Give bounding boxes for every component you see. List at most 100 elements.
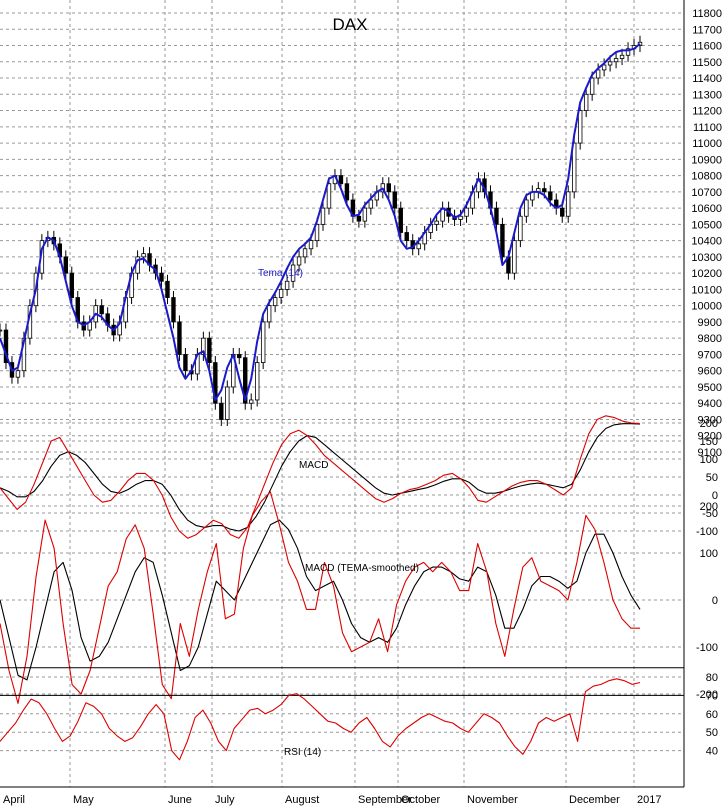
- price-bar: [296, 256, 302, 266]
- tema-label: Tema (14): [258, 268, 303, 279]
- y-tick-label: 60: [706, 709, 718, 721]
- month-label: December: [569, 794, 620, 806]
- price-bar: [249, 399, 254, 404]
- y-tick-label: 11300: [692, 89, 722, 101]
- price-bar: [560, 207, 565, 217]
- y-tick-label: 11600: [692, 41, 722, 53]
- price-bar: [213, 362, 218, 404]
- price-bar: [272, 297, 278, 307]
- price-bar: [542, 188, 547, 193]
- month-label: September: [358, 794, 412, 806]
- price-bar: [601, 64, 607, 71]
- y-tick-label: 9200: [698, 431, 722, 443]
- y-tick-label: 10200: [691, 268, 722, 280]
- macd-tema-line: [0, 491, 640, 704]
- price-bar: [548, 191, 553, 201]
- macd-line: [0, 415, 641, 539]
- y-tick-label: 0: [712, 595, 718, 607]
- y-tick-label: 50: [706, 472, 718, 484]
- y-tick-label: 9100: [698, 447, 722, 459]
- y-tick-label: 50: [706, 727, 718, 739]
- month-label: 2017: [637, 794, 661, 806]
- price-bar: [518, 215, 523, 242]
- price-bar: [416, 243, 421, 250]
- month-label: July: [215, 794, 235, 806]
- month-label: August: [285, 794, 319, 806]
- price-bar: [266, 305, 272, 323]
- y-tick-label: -50: [702, 508, 718, 520]
- macd-label: MACD: [299, 460, 328, 471]
- gridlines: [0, 0, 684, 787]
- y-tick-label: 11100: [693, 122, 722, 134]
- price-bar: [278, 289, 284, 298]
- price-bar: [344, 183, 350, 201]
- price-bar: [589, 77, 595, 95]
- price-bar: [243, 357, 248, 404]
- y-tick-label: 10600: [691, 203, 722, 215]
- y-tick-label: -200: [696, 689, 718, 701]
- y-tick-label: 9800: [698, 333, 722, 345]
- macd-signal-line: [0, 423, 641, 532]
- price-bar: [338, 175, 344, 185]
- price-bar: [0, 329, 3, 332]
- rsi-line: [0, 678, 641, 761]
- tick-labels: 9100920093009400950096009700980099001000…: [691, 8, 722, 758]
- price-bar: [237, 354, 242, 359]
- price-bar: [15, 370, 21, 378]
- price-bar: [583, 93, 589, 111]
- price-bar: [290, 264, 296, 282]
- price-bar: [284, 280, 290, 290]
- price-bar: [326, 183, 332, 209]
- macd-tema-label: MACD (TEMA-smoothed): [305, 563, 419, 574]
- y-tick-label: 9700: [698, 349, 722, 361]
- price-bar: [458, 215, 463, 220]
- y-tick-label: 10300: [691, 252, 722, 264]
- price-bar: [207, 337, 212, 363]
- price-bar: [260, 321, 266, 363]
- price-bar: [356, 215, 362, 222]
- price-bar: [619, 54, 625, 59]
- y-tick-label: 10500: [691, 219, 722, 231]
- y-tick-label: 70: [706, 690, 718, 702]
- price-bar: [177, 321, 182, 355]
- price-bar: [404, 232, 409, 242]
- price-bar: [392, 191, 397, 209]
- y-tick-label: 200: [700, 501, 718, 513]
- price-bar: [637, 41, 643, 46]
- y-tick-label: 80: [706, 672, 718, 684]
- price-bar: [613, 58, 619, 63]
- price-bar: [225, 386, 230, 420]
- price-bar: [320, 207, 326, 225]
- price-bar: [524, 199, 529, 217]
- y-tick-label: 11700: [692, 24, 722, 36]
- price-bar: [607, 61, 613, 66]
- y-tick-label: 9900: [698, 317, 722, 329]
- price-bar: [254, 362, 260, 401]
- y-tick-label: 11800: [692, 8, 722, 20]
- y-tick-label: 9300: [698, 414, 722, 426]
- month-label: November: [467, 794, 518, 806]
- price-bar: [464, 207, 469, 217]
- price-bar: [63, 256, 68, 274]
- y-tick-label: 9400: [698, 398, 722, 410]
- price-bar: [362, 207, 368, 222]
- price-bar: [398, 207, 403, 233]
- y-tick-label: 10000: [691, 301, 722, 313]
- price-bar: [566, 191, 571, 217]
- y-tick-label: 10900: [691, 154, 722, 166]
- y-tick-label: 11500: [692, 57, 722, 69]
- y-tick-label: 100: [700, 454, 718, 466]
- month-label: June: [168, 794, 192, 806]
- month-label: May: [73, 794, 94, 806]
- month-label: April: [3, 794, 25, 806]
- month-label: October: [401, 794, 440, 806]
- price-bar: [512, 240, 517, 274]
- price-bar: [99, 305, 104, 315]
- price-bar: [69, 272, 74, 298]
- price-bar: [159, 272, 164, 282]
- y-tick-label: 100: [700, 548, 718, 560]
- price-bar: [314, 223, 320, 242]
- y-tick-label: 10700: [691, 187, 722, 199]
